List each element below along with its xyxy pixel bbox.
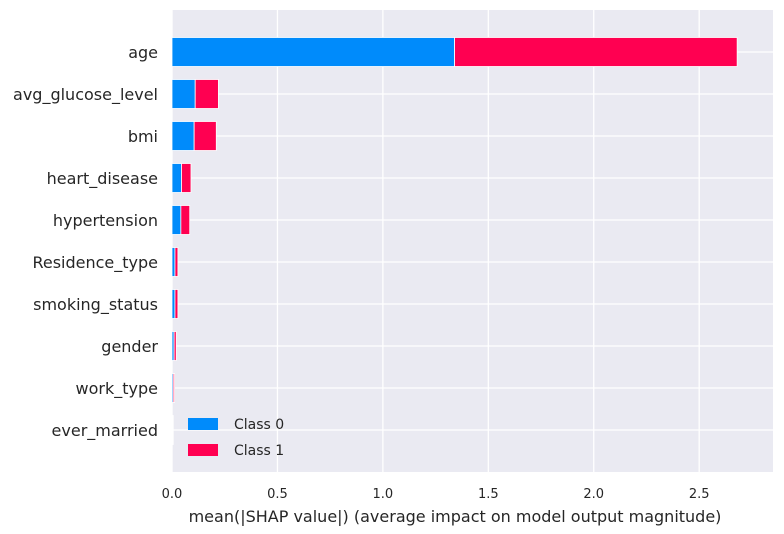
category-label-8: work_type [76, 379, 158, 399]
x-tick-label-0: 0.0 [162, 487, 183, 502]
plot-area [172, 10, 773, 472]
x-axis-label: mean(|SHAP value|) (average impact on mo… [189, 507, 722, 526]
legend: Class 0 Class 1 [188, 417, 284, 459]
legend-swatch-0 [188, 418, 218, 430]
bar-smoking_status-series-1 [174, 289, 179, 319]
bar-Residence_type-series-1 [174, 247, 179, 277]
legend-label-0: Class 0 [234, 417, 284, 433]
category-label-0: age [128, 43, 158, 62]
x-tick-labels: 0.0 0.5 1.0 1.5 2.0 2.5 [162, 487, 710, 502]
category-label-1: avg_glucose_level [13, 85, 158, 105]
bar-age-series-1 [454, 37, 738, 67]
bar-hypertension-series-0 [171, 205, 182, 235]
grid-lines [171, 10, 773, 472]
category-label-3: heart_disease [47, 169, 158, 189]
legend-swatch-1 [188, 444, 218, 456]
x-tick-label-5: 2.5 [689, 487, 710, 502]
category-label-5: Residence_type [32, 253, 158, 273]
bar-age-series-0 [171, 37, 455, 67]
category-label-2: bmi [128, 127, 158, 146]
legend-label-1: Class 1 [234, 443, 284, 459]
bar-bmi-series-1 [193, 121, 217, 151]
bars [171, 37, 738, 445]
bar-work_type-series-1 [172, 373, 175, 403]
x-tick-label-4: 2.0 [583, 487, 604, 502]
x-tick-label-2: 1.0 [373, 487, 394, 502]
bar-hypertension-series-1 [180, 205, 191, 235]
bar-gender-series-1 [173, 331, 177, 361]
category-label-9: ever_married [52, 421, 158, 441]
bar-heart_disease-series-0 [171, 163, 182, 193]
bar-avg_glucose_level-series-1 [194, 79, 219, 109]
bar-ever_married-series-1 [172, 415, 174, 445]
category-label-4: hypertension [53, 211, 158, 230]
category-label-7: gender [101, 337, 158, 356]
bar-heart_disease-series-1 [181, 163, 192, 193]
x-tick-label-3: 1.5 [478, 487, 499, 502]
bar-smoking_status-series-0 [171, 289, 176, 319]
bar-Residence_type-series-0 [171, 247, 176, 277]
bar-avg_glucose_level-series-0 [171, 79, 196, 109]
category-label-6: smoking_status [33, 295, 158, 315]
x-tick-label-1: 0.5 [267, 487, 288, 502]
bar-bmi-series-0 [171, 121, 195, 151]
